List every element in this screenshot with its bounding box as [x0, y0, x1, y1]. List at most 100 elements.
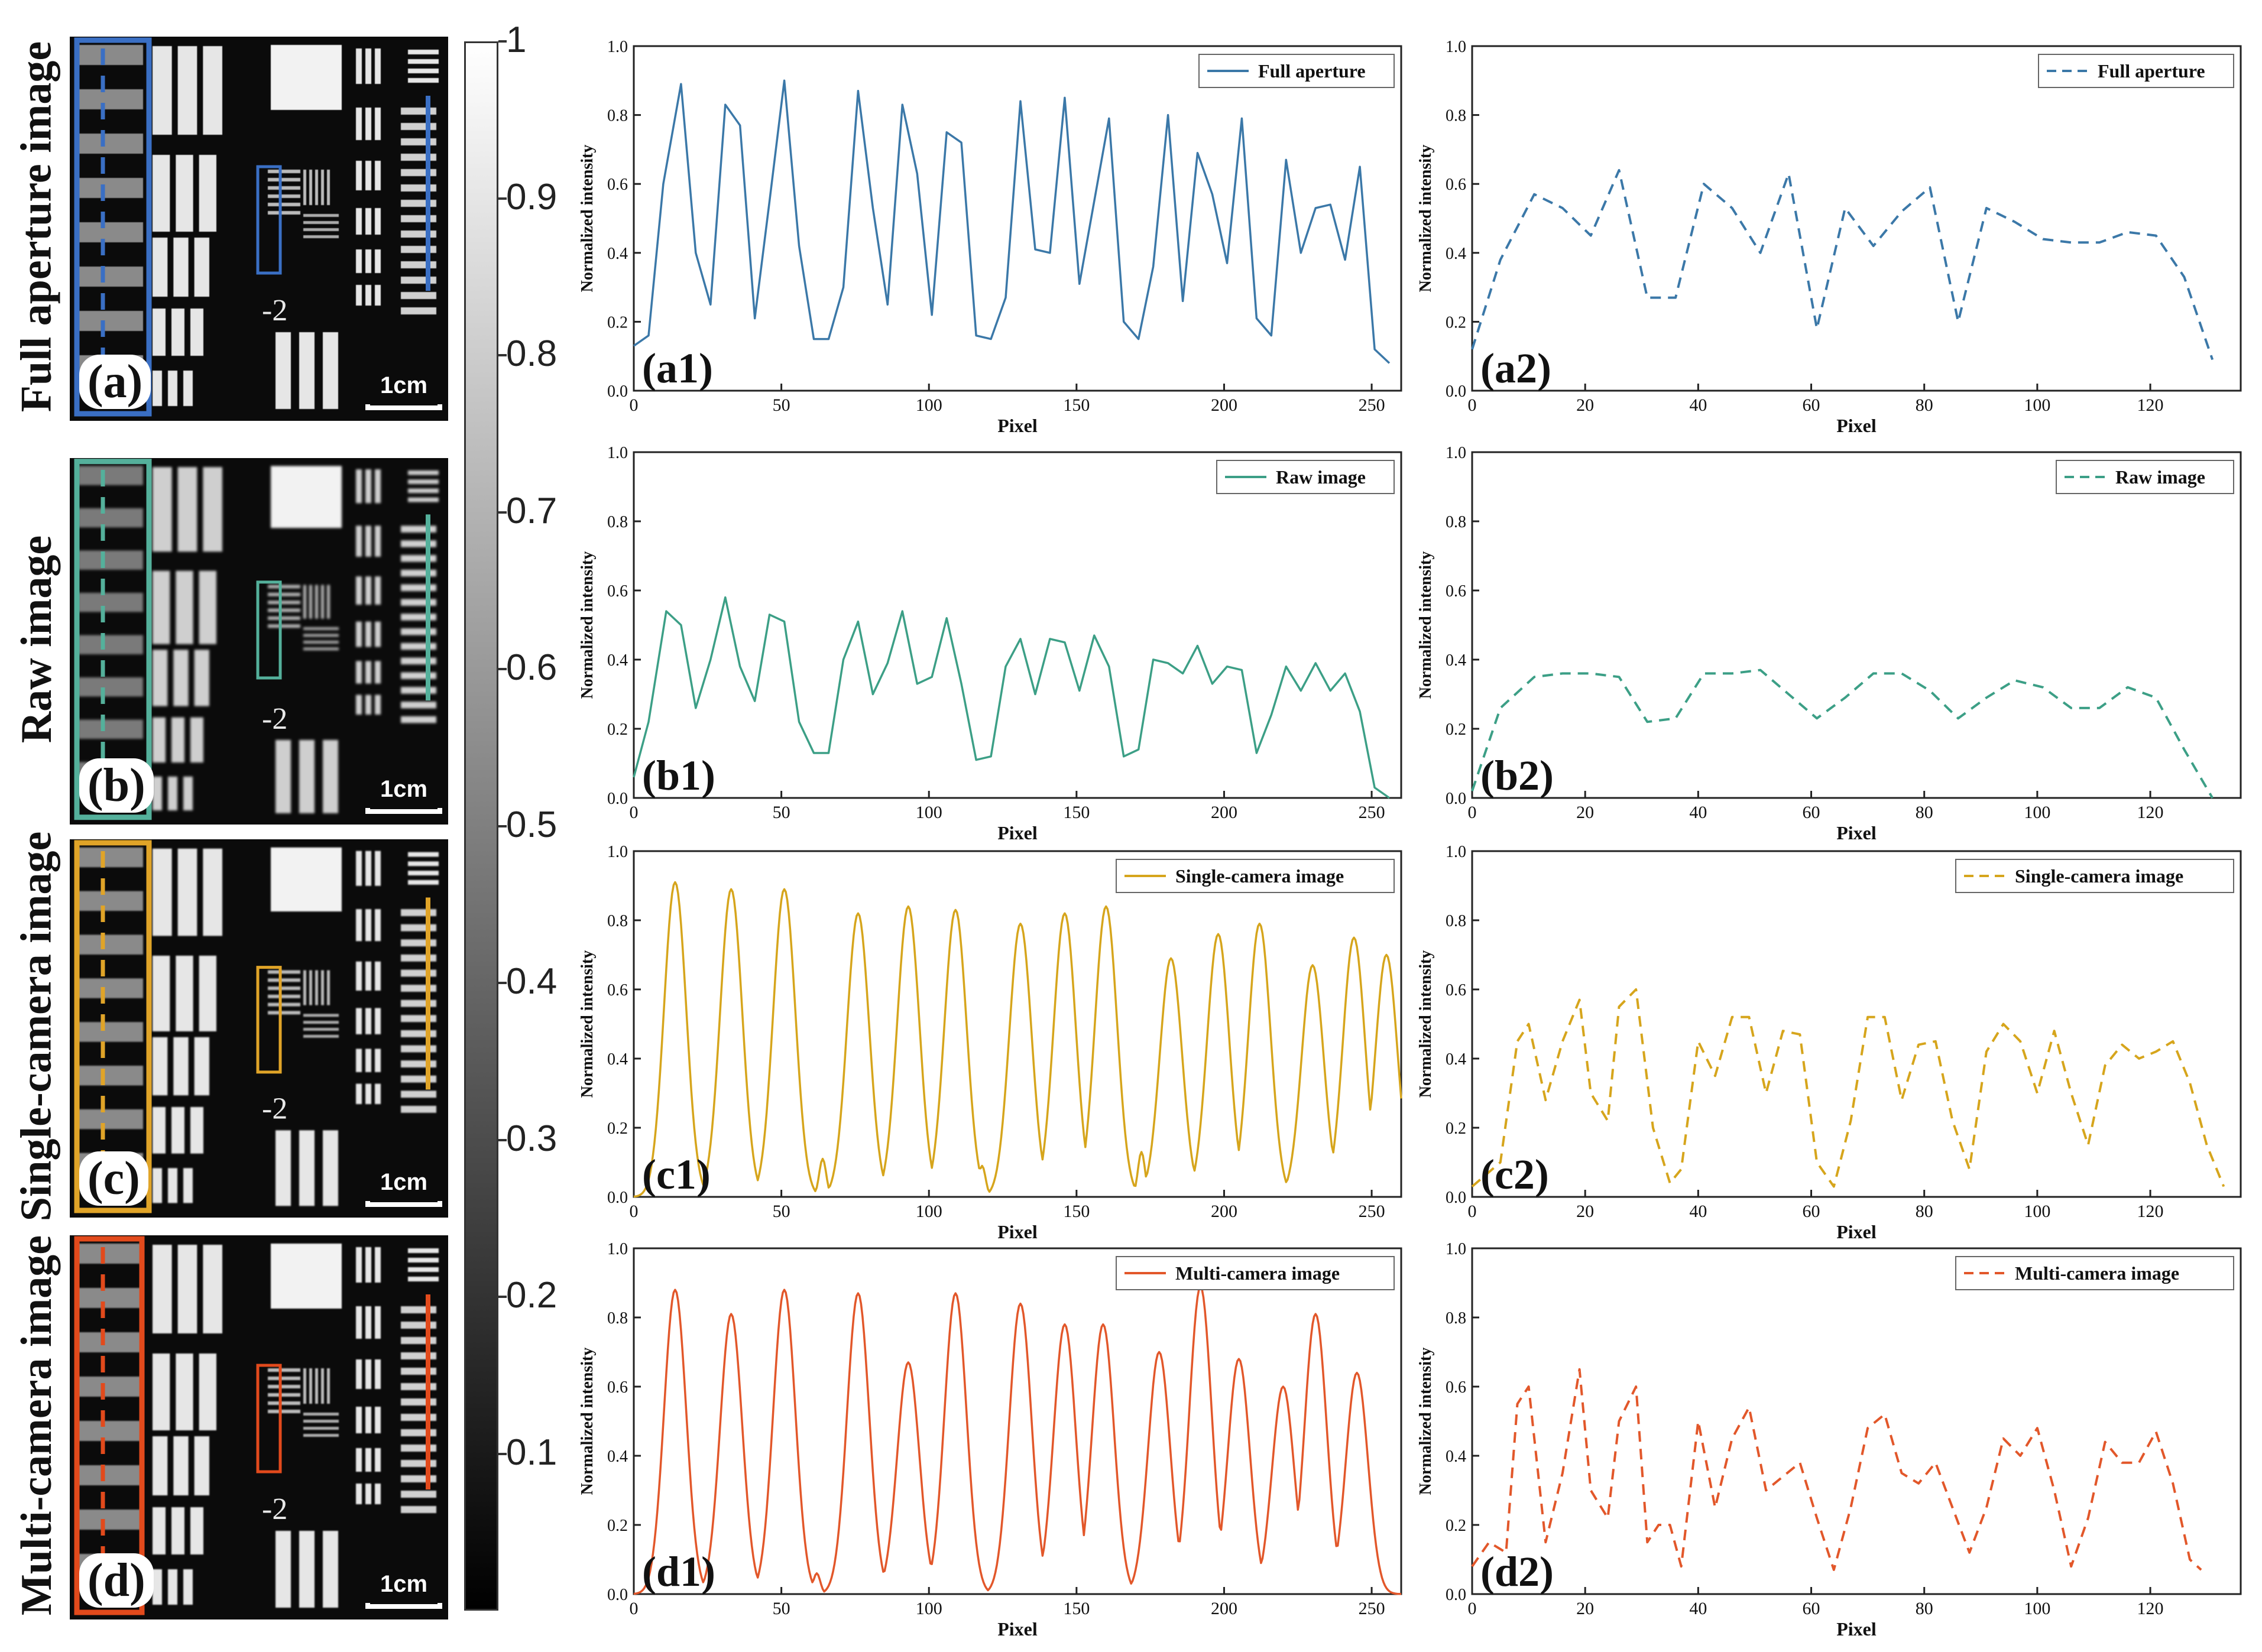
legend: Single-camera image — [1116, 859, 1395, 893]
x-tick-label: 250 — [1359, 1599, 1385, 1618]
y-axis-label: Normalized intensity — [578, 950, 597, 1098]
y-tick-label: 0.8 — [607, 912, 628, 930]
y-tick-label: 0.8 — [607, 513, 628, 531]
y-tick-label: 1.0 — [1446, 40, 1466, 56]
legend: Full aperture — [1198, 54, 1395, 88]
x-tick-label: 0 — [630, 1202, 639, 1221]
legend: Raw image — [2056, 460, 2234, 494]
plot-frame — [633, 850, 1402, 1198]
panel-label: (c1) — [642, 1151, 711, 1198]
x-axis-label: Pixel — [997, 1221, 1038, 1242]
row-label: Raw image — [12, 535, 61, 744]
legend: Full aperture — [2038, 54, 2234, 88]
x-tick-label: 250 — [1359, 395, 1385, 415]
x-tick-label: 50 — [773, 395, 790, 415]
series-line — [1471, 168, 2214, 361]
plot-frame — [633, 451, 1402, 799]
colorbar-tick-label: 0.3 — [506, 1118, 558, 1159]
line-chart-c1: 0 50 100 150 200 250 0.0 0.2 0.4 0.6 0.8 1.0 Pixel No… — [578, 845, 1402, 1242]
x-tick-label: 80 — [1916, 1202, 1933, 1221]
y-tick-label: 1.0 — [607, 40, 628, 56]
colorbar-tick-label: 0.4 — [506, 961, 558, 1002]
x-tick-label: 150 — [1063, 1599, 1090, 1618]
x-tick-label: 120 — [2137, 803, 2164, 822]
y-tick-label: 0.2 — [1446, 720, 1466, 739]
colorbar-tick-label: 0.8 — [506, 333, 558, 374]
roi-box-large — [74, 840, 152, 1213]
x-tick-label: 250 — [1359, 1202, 1385, 1221]
y-tick-label: 0.0 — [607, 1586, 628, 1604]
y-tick-label: 0.8 — [1446, 513, 1466, 531]
legend: Multi-camera image — [1116, 1256, 1395, 1290]
y-tick-label: 0.2 — [607, 313, 628, 332]
x-tick-label: 60 — [1803, 395, 1820, 415]
grayscale-colorbar — [464, 41, 498, 1611]
x-tick-label: 200 — [1211, 395, 1237, 415]
legend-label: Raw image — [2115, 466, 2205, 488]
x-tick-label: 120 — [2137, 1599, 2164, 1618]
scale-bar-label: 1cm — [380, 1169, 428, 1195]
x-tick-label: 100 — [2024, 1202, 2050, 1221]
scale-bar: 1cm — [365, 1169, 442, 1207]
panel-label: (c2) — [1480, 1151, 1549, 1198]
colorbar-tick — [498, 1296, 507, 1298]
target-bars-graphic: -2 — [74, 1236, 439, 1615]
target-bars-graphic: -2 — [74, 840, 439, 1213]
x-tick-label: 0 — [630, 1599, 639, 1618]
colorbar-tick — [498, 354, 507, 356]
line-chart-b2: 0 20 40 60 80 100 120 0.0 0.2 0.4 0.6 0.8 1.0 Pixel No… — [1417, 446, 2242, 843]
roi-box-small — [256, 966, 282, 1074]
plot-frame — [1471, 1247, 2242, 1595]
colorbar-tick-label: 0.7 — [506, 490, 558, 531]
plot-frame — [633, 45, 1402, 392]
panel-label: (b2) — [1480, 752, 1554, 799]
scale-bar: 1cm — [365, 776, 442, 814]
x-axis-label: Pixel — [1836, 1221, 1877, 1242]
y-tick-label: 0.4 — [1446, 245, 1466, 263]
panel-letter: (c) — [79, 1151, 148, 1206]
y-tick-label: 0.6 — [1446, 1378, 1466, 1397]
x-tick-label: 100 — [916, 395, 942, 415]
plot-frame — [1471, 850, 2242, 1198]
series-line — [1471, 668, 2214, 799]
plot-frame — [1471, 451, 2242, 799]
roi-box-small — [256, 165, 282, 275]
series-line — [633, 881, 1402, 1198]
colorbar-tick — [498, 825, 507, 827]
x-tick-label: 20 — [1576, 395, 1594, 415]
x-tick-label: 0 — [630, 395, 639, 415]
x-tick-label: 100 — [2024, 1599, 2050, 1618]
scale-bar-label: 1cm — [380, 1571, 428, 1597]
panel-label: (d1) — [642, 1548, 715, 1595]
colorbar-tick-label: 0.2 — [506, 1275, 558, 1316]
x-tick-label: 40 — [1689, 803, 1707, 822]
x-tick-label: 100 — [916, 1202, 942, 1221]
colorbar-tick-label: 0.6 — [506, 647, 558, 688]
y-tick-label: 1.0 — [607, 446, 628, 462]
x-tick-label: 20 — [1576, 803, 1594, 822]
x-tick-label: 20 — [1576, 1599, 1594, 1618]
x-tick-label: 50 — [773, 1202, 790, 1221]
y-tick-label: 0.4 — [1446, 1447, 1466, 1466]
row-label: Full aperture image — [12, 41, 61, 413]
panel-label: (a2) — [1480, 345, 1551, 392]
y-tick-label: 0.2 — [1446, 313, 1466, 332]
colorbar-tick — [498, 511, 507, 514]
y-tick-label: 0.4 — [1446, 651, 1466, 670]
scale-bar-line — [365, 1603, 442, 1609]
legend-label: Single-camera image — [1175, 865, 1344, 887]
line-chart-d2: 0 20 40 60 80 100 120 0.0 0.2 0.4 0.6 0.8 1.0 Pixel No… — [1417, 1242, 2242, 1640]
roi-box-large — [74, 37, 152, 417]
scale-bar-label: 1cm — [380, 776, 428, 802]
x-tick-label: 0 — [1468, 1202, 1477, 1221]
legend: Single-camera image — [1955, 859, 2234, 893]
line-chart-a1: 0 50 100 150 200 250 0.0 0.2 0.4 0.6 0.8 1.0 Pixel No… — [578, 40, 1402, 436]
group-number-label: -2 — [262, 294, 287, 327]
y-tick-label: 0.0 — [607, 382, 628, 401]
legend-label: Full aperture — [2098, 60, 2205, 82]
legend-label: Multi-camera image — [1175, 1262, 1340, 1284]
y-tick-label: 0.4 — [607, 651, 628, 670]
panel-letter: (a) — [79, 355, 151, 409]
series-line — [633, 79, 1391, 364]
y-tick-label: 0.4 — [607, 1447, 628, 1466]
